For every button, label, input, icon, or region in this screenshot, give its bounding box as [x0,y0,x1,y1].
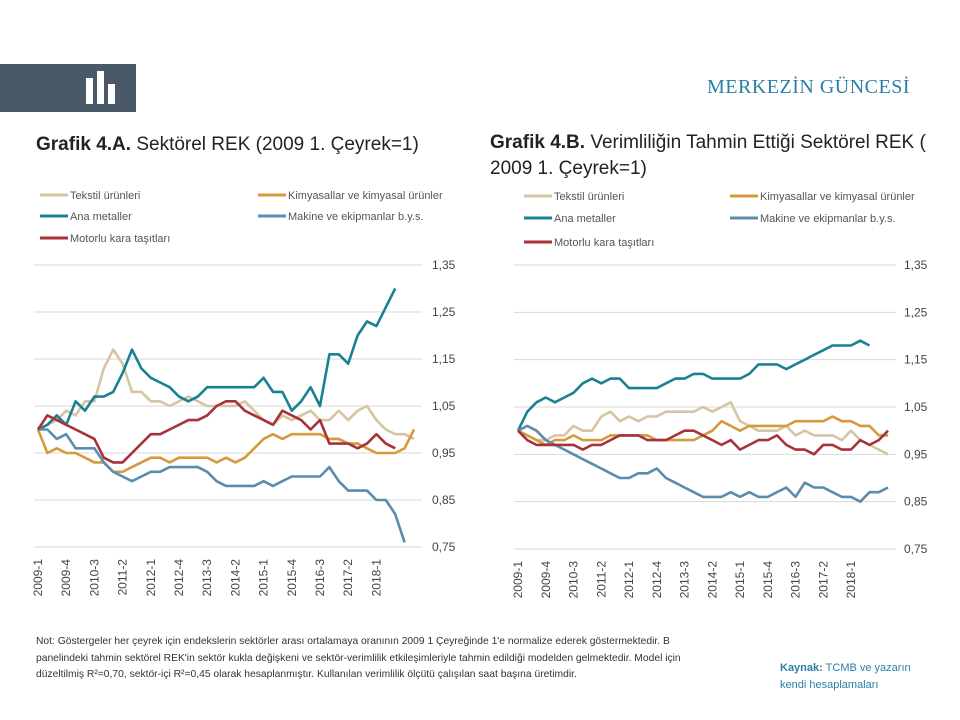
x-tick-label-a: 2018-1 [369,559,383,597]
y-tick-label-b: 0,95 [904,447,928,461]
series-line-b-3 [517,424,889,504]
source-note: Kaynak: TCMB ve yazarın kendi hesaplamal… [780,660,930,694]
logo-bar-icon [86,78,93,104]
legend-label-a: Ana metaller [70,211,132,223]
legend-label-a: Makine ve ekipmanlar b.y.s. [288,211,424,223]
x-tick-label-a: 2009-1 [31,559,45,597]
x-tick-label-a: 2014-2 [228,559,242,597]
x-tick-label-b: 2009-1 [511,561,525,599]
logo-bar-icon [108,84,115,104]
series-line-a-1 [36,428,416,474]
x-tick-label-b: 2011-2 [594,561,608,598]
x-tick-label-b: 2009-4 [539,561,553,599]
y-tick-label-a: 1,15 [432,352,456,366]
x-tick-label-b: 2012-1 [622,561,636,599]
chart-b-title-bold: Grafik 4.B. [490,132,586,153]
legend-label-b: Makine ve ekipmanlar b.y.s. [760,213,896,225]
x-tick-label-b: 2015-1 [733,561,747,599]
x-tick-label-b: 2015-4 [761,561,775,599]
y-tick-label-a: 0,75 [432,540,456,554]
chart-a-title: Grafik 4.A. Sektörel REK (2009 1. Çeyrek… [36,132,476,158]
x-tick-label-b: 2018-1 [844,561,858,599]
y-tick-label-b: 0,75 [904,542,928,556]
x-tick-label-a: 2015-4 [285,559,299,597]
x-tick-label-b: 2016-3 [789,561,803,599]
x-tick-label-b: 2017-2 [816,561,830,599]
x-tick-label-a: 2011-2 [116,559,130,596]
x-tick-label-a: 2012-1 [144,559,158,597]
legend-label-b: Kimyasallar ve kimyasal ürünler [760,191,915,203]
x-tick-label-a: 2012-4 [172,559,186,597]
legend-label-a: Tekstil ürünleri [70,190,140,202]
chart-b-title: Grafik 4.B. Verimliliğin Tahmin Ettiği S… [490,130,930,182]
x-tick-label-b: 2013-3 [678,561,692,599]
logo-bar-icon [97,71,104,104]
y-tick-label-a: 1,05 [432,399,456,413]
y-tick-label-b: 1,15 [904,353,928,367]
x-tick-label-a: 2015-1 [257,559,271,597]
y-tick-label-b: 0,85 [904,495,928,509]
source-text: TCMB ve yazarın kendi hesaplamaları [780,662,911,691]
legend-label-b: Ana metaller [554,213,616,225]
x-tick-label-b: 2012-4 [650,561,664,599]
legend-label-b: Motorlu kara taşıtları [554,237,654,249]
series-line-b-1 [517,415,888,447]
chart-b-title-rest: Verimliliğin Tahmin Ettiği Sektörel REK … [490,132,926,179]
series-line-a-4 [36,399,396,464]
series-line-a-0 [37,348,415,441]
y-tick-label-a: 0,85 [432,493,456,507]
x-tick-label-a: 2013-3 [200,559,214,597]
chart-a-title-rest: Sektörel REK (2009 1. Çeyrek=1) [131,134,419,155]
brand-title: MERKEZİN GÜNCESİ [707,76,910,98]
series-line-a-2 [37,287,397,431]
y-tick-label-b: 1,35 [904,258,928,272]
source-label: Kaynak: [780,662,823,674]
series-line-b-0 [517,400,889,456]
chart-a-title-bold: Grafik 4.A. [36,134,132,155]
x-tick-label-b: 2014-2 [705,561,719,599]
series-line-b-4 [517,429,889,456]
series-line-a-3 [38,428,406,543]
y-tick-label-a: 0,95 [432,446,456,460]
legend-label-a: Kimyasallar ve kimyasal ürünler [288,190,443,202]
legend-label-b: Tekstil ürünleri [554,191,624,203]
y-tick-label-a: 1,35 [432,258,456,272]
y-tick-label-a: 1,25 [432,305,456,319]
x-tick-label-b: 2010-3 [567,561,581,599]
x-tick-label-a: 2010-3 [87,559,101,597]
x-tick-label-a: 2009-4 [59,559,73,597]
x-tick-label-a: 2016-3 [313,559,327,597]
logo-box [0,64,136,112]
y-tick-label-b: 1,25 [904,305,928,319]
legend-label-a: Motorlu kara taşıtları [70,233,170,245]
x-tick-label-a: 2017-2 [341,559,355,597]
y-tick-label-b: 1,05 [904,400,928,414]
series-line-b-2 [516,339,871,432]
footnote: Not: Göstergeler her çeyrek için endeksl… [36,636,681,680]
